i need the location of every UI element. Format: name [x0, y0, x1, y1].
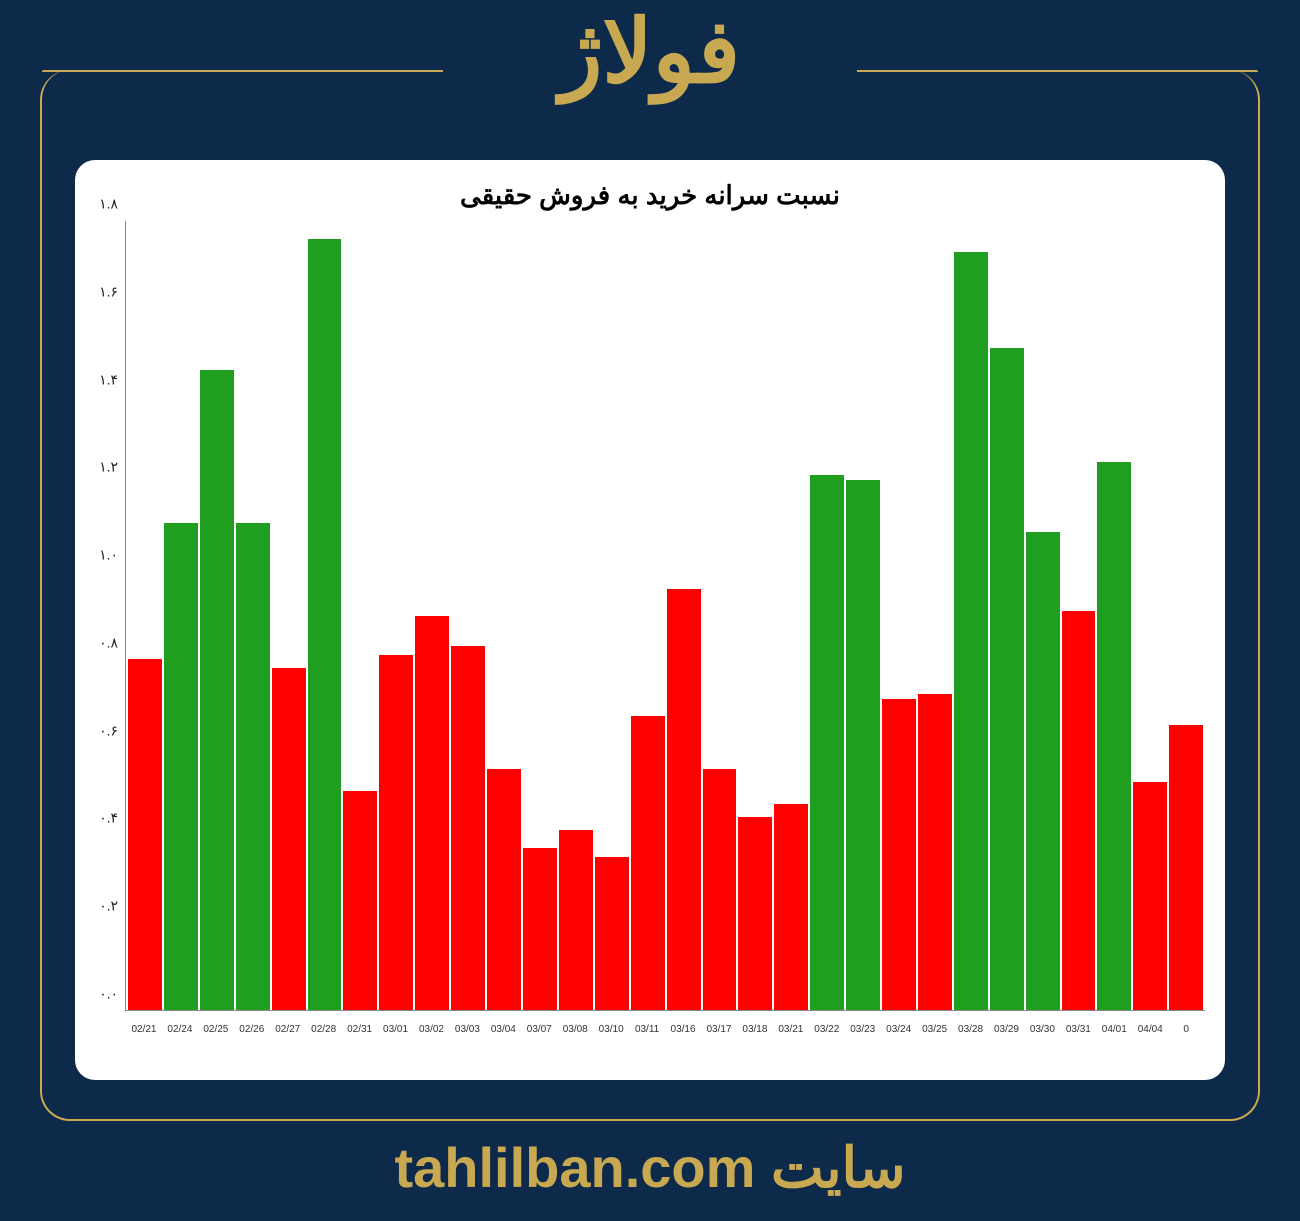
bar [451, 646, 485, 1010]
y-tick: ۰.۰ [99, 986, 118, 1003]
bar [236, 523, 270, 1010]
bar [1062, 611, 1096, 1010]
footer-site: tahlilban.com [394, 1136, 755, 1199]
bar [379, 655, 413, 1010]
bar [415, 616, 449, 1011]
x-tick: 03/07 [522, 1024, 556, 1035]
bar [738, 817, 772, 1010]
x-tick: 03/03 [450, 1024, 484, 1035]
x-tick: 02/25 [199, 1024, 233, 1035]
x-tick: 04/01 [1097, 1024, 1131, 1035]
bar [810, 475, 844, 1010]
bar [954, 252, 988, 1010]
plot-area: ۰.۰۰.۲۰.۴۰.۶۰.۸۱.۰۱.۲۱.۴۱.۶۱.۸ 02/2102/2… [120, 221, 1205, 1041]
x-tick: 03/30 [1025, 1024, 1059, 1035]
x-tick: 03/31 [1061, 1024, 1095, 1035]
x-tick: 03/11 [630, 1024, 664, 1035]
x-tick: 03/08 [558, 1024, 592, 1035]
bar [703, 769, 737, 1010]
x-tick: 03/02 [415, 1024, 449, 1035]
x-tick: 03/18 [738, 1024, 772, 1035]
bar [667, 589, 701, 1010]
y-tick: ۰.۲ [99, 898, 118, 915]
x-tick: 02/31 [343, 1024, 377, 1035]
y-tick: ۱.۲ [99, 459, 118, 476]
x-tick: 02/24 [163, 1024, 197, 1035]
bar [164, 523, 198, 1010]
bar [918, 694, 952, 1010]
bar [343, 791, 377, 1010]
bar [200, 370, 234, 1010]
x-tick: 0 [1169, 1024, 1203, 1035]
x-tick: 03/28 [954, 1024, 988, 1035]
bar [308, 239, 342, 1010]
bar [1097, 462, 1131, 1010]
bar [272, 668, 306, 1010]
x-tick: 03/17 [702, 1024, 736, 1035]
x-tick: 03/24 [882, 1024, 916, 1035]
y-tick: ۰.۶ [99, 722, 118, 739]
y-tick: ۱.۶ [99, 283, 118, 300]
x-tick: 03/23 [846, 1024, 880, 1035]
chart-title: نسبت سرانه خرید به فروش حقیقی [85, 180, 1215, 211]
bar [1133, 782, 1167, 1010]
bar [559, 830, 593, 1010]
x-tick: 03/29 [990, 1024, 1024, 1035]
x-tick: 02/26 [235, 1024, 269, 1035]
x-tick: 03/01 [379, 1024, 413, 1035]
bar [846, 480, 880, 1010]
y-tick: ۱.۴ [99, 371, 118, 388]
y-tick: ۱.۰ [99, 547, 118, 564]
stock-title: فولاژ [0, 0, 1300, 103]
footer: سایت tahlilban.com [0, 1135, 1300, 1201]
bar [882, 699, 916, 1010]
y-tick: ۱.۸ [99, 196, 118, 213]
bar [487, 769, 521, 1010]
footer-prefix: سایت [771, 1136, 906, 1199]
bar [128, 659, 162, 1010]
x-tick: 03/04 [486, 1024, 520, 1035]
x-tick: 03/21 [774, 1024, 808, 1035]
bar [595, 857, 629, 1010]
y-axis: ۰.۰۰.۲۰.۴۰.۶۰.۸۱.۰۱.۲۱.۴۱.۶۱.۸ [90, 221, 120, 1011]
bar [1026, 532, 1060, 1010]
x-tick: 03/22 [810, 1024, 844, 1035]
x-tick: 02/21 [127, 1024, 161, 1035]
x-tick: 03/25 [918, 1024, 952, 1035]
bar [631, 716, 665, 1010]
chart-card: نسبت سرانه خرید به فروش حقیقی ۰.۰ ۰.۲ ۰.۴ ۰… [75, 160, 1225, 1080]
bar [990, 348, 1024, 1010]
bars-region [125, 221, 1205, 1011]
x-tick: 03/16 [666, 1024, 700, 1035]
y-tick: ۰.۸ [99, 634, 118, 651]
x-axis: 02/2102/2402/2502/2602/2702/2802/3103/01… [125, 1024, 1205, 1035]
bar [523, 848, 557, 1010]
bar [1169, 725, 1203, 1010]
bar [774, 804, 808, 1010]
x-tick: 02/28 [307, 1024, 341, 1035]
y-tick: ۰.۴ [99, 810, 118, 827]
x-tick: 04/04 [1133, 1024, 1167, 1035]
x-tick: 02/27 [271, 1024, 305, 1035]
x-tick: 03/10 [594, 1024, 628, 1035]
